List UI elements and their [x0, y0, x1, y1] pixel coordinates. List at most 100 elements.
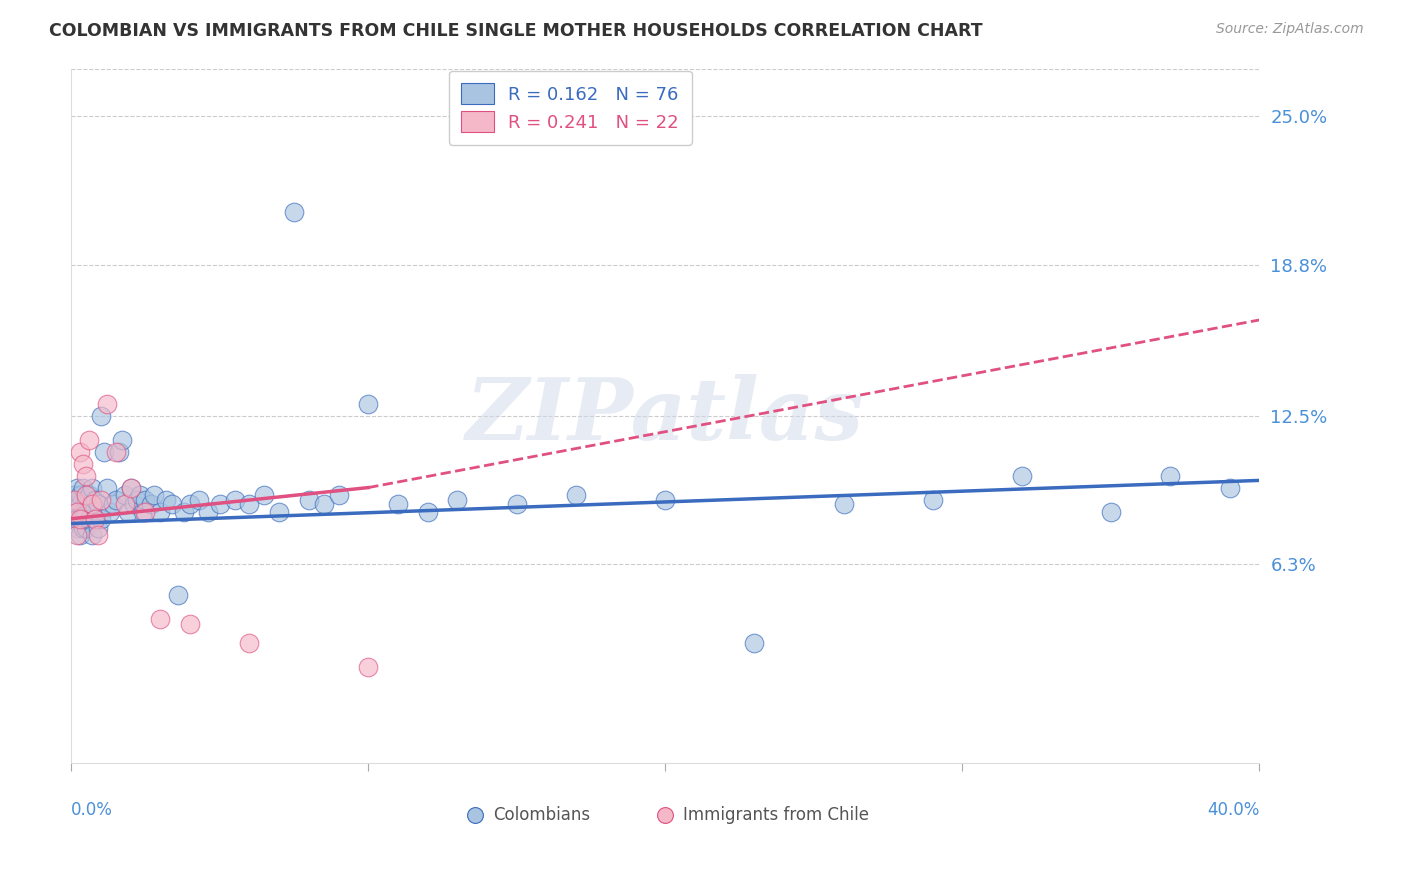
Point — [128, 488, 150, 502]
Point — [72, 457, 94, 471]
Point — [96, 481, 118, 495]
Point — [654, 492, 676, 507]
Point — [75, 521, 97, 535]
Point — [66, 504, 89, 518]
Point — [167, 588, 190, 602]
Point — [63, 492, 86, 507]
Point — [90, 409, 112, 423]
Point — [104, 492, 127, 507]
Point — [72, 512, 94, 526]
Point — [93, 444, 115, 458]
Point — [69, 528, 91, 542]
Point — [1159, 468, 1181, 483]
Text: Colombians: Colombians — [494, 806, 591, 824]
Point — [416, 504, 439, 518]
Point — [72, 481, 94, 495]
Point — [141, 497, 163, 511]
Point — [143, 488, 166, 502]
Point — [160, 497, 183, 511]
Text: Immigrants from Chile: Immigrants from Chile — [683, 806, 869, 824]
Legend: R = 0.162   N = 76, R = 0.241   N = 22: R = 0.162 N = 76, R = 0.241 N = 22 — [449, 70, 692, 145]
Text: 40.0%: 40.0% — [1206, 801, 1260, 819]
Point — [208, 497, 231, 511]
Point — [84, 512, 107, 526]
Point — [238, 636, 260, 650]
Point — [298, 492, 321, 507]
Point — [921, 492, 943, 507]
Point — [832, 497, 855, 511]
Point — [69, 492, 91, 507]
Point — [134, 504, 156, 518]
Point — [149, 504, 172, 518]
Point — [744, 636, 766, 650]
Point — [72, 521, 94, 535]
Point — [125, 492, 148, 507]
Point — [69, 444, 91, 458]
Point — [84, 492, 107, 507]
Point — [197, 504, 219, 518]
Point — [188, 492, 211, 507]
Point — [506, 497, 529, 511]
Point — [66, 521, 89, 535]
Point — [120, 481, 142, 495]
Point — [72, 504, 94, 518]
Point — [1070, 888, 1092, 892]
Point — [565, 488, 588, 502]
Point — [77, 512, 100, 526]
Point — [1219, 481, 1241, 495]
Text: Source: ZipAtlas.com: Source: ZipAtlas.com — [1216, 22, 1364, 37]
Point — [120, 481, 142, 495]
Point — [80, 528, 103, 542]
Point — [63, 504, 86, 518]
Point — [69, 512, 91, 526]
Point — [357, 660, 380, 674]
Point — [80, 481, 103, 495]
Point — [98, 504, 121, 518]
Point — [134, 492, 156, 507]
Point — [101, 497, 124, 511]
Point — [269, 504, 291, 518]
Point — [66, 481, 89, 495]
Point — [173, 504, 195, 518]
Point — [75, 504, 97, 518]
Point — [87, 528, 110, 542]
Point — [114, 488, 136, 502]
Point — [107, 444, 129, 458]
Point — [66, 528, 89, 542]
Point — [75, 492, 97, 507]
Point — [155, 492, 177, 507]
Point — [90, 492, 112, 507]
Point — [75, 468, 97, 483]
Point — [66, 497, 89, 511]
Point — [238, 497, 260, 511]
Point — [63, 488, 86, 502]
Point — [224, 492, 246, 507]
Point — [77, 433, 100, 447]
Point — [179, 497, 201, 511]
Point — [1099, 504, 1122, 518]
Point — [149, 612, 172, 626]
Point — [312, 497, 335, 511]
Point — [122, 497, 145, 511]
Text: 0.0%: 0.0% — [72, 801, 112, 819]
Point — [69, 497, 91, 511]
Point — [104, 444, 127, 458]
Text: COLOMBIAN VS IMMIGRANTS FROM CHILE SINGLE MOTHER HOUSEHOLDS CORRELATION CHART: COLOMBIAN VS IMMIGRANTS FROM CHILE SINGL… — [49, 22, 983, 40]
Point — [75, 488, 97, 502]
Point — [80, 497, 103, 511]
Point — [84, 512, 107, 526]
Point — [90, 512, 112, 526]
Point — [357, 397, 380, 411]
Point — [283, 205, 305, 219]
Point — [96, 397, 118, 411]
Point — [80, 497, 103, 511]
Point — [87, 521, 110, 535]
Point — [117, 504, 139, 518]
Point — [77, 488, 100, 502]
Point — [1011, 468, 1033, 483]
Point — [131, 504, 153, 518]
Point — [111, 433, 134, 447]
Point — [446, 492, 468, 507]
Point — [387, 497, 409, 511]
Point — [179, 617, 201, 632]
